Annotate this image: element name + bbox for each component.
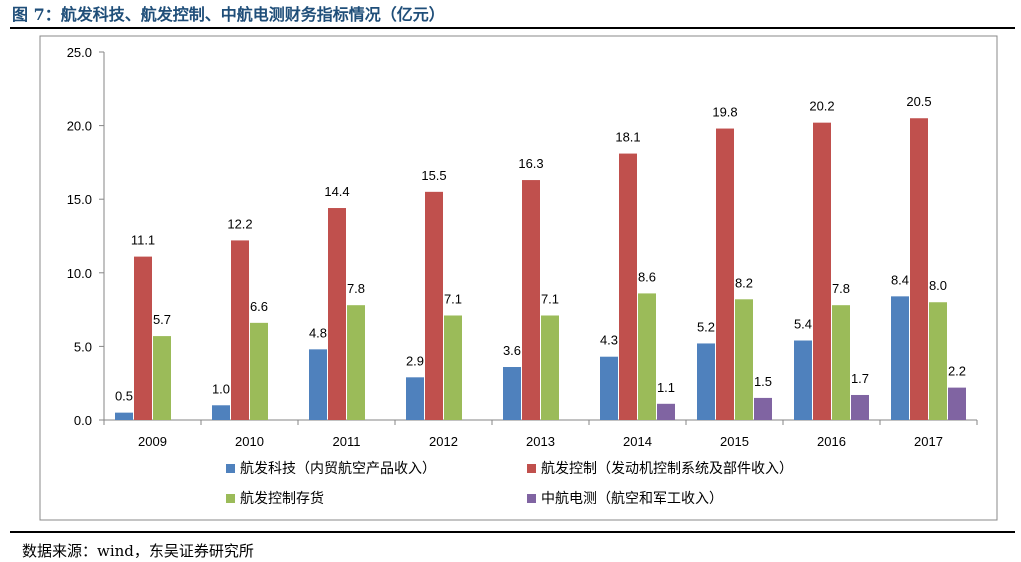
legend-swatch [226, 494, 235, 503]
bar [716, 128, 734, 420]
data-label: 2.9 [406, 353, 424, 368]
data-label: 4.8 [309, 325, 327, 340]
y-tick-label: 0.0 [74, 413, 92, 428]
y-tick-label: 5.0 [74, 339, 92, 354]
legend-label: 中航电测（航空和军工收入） [541, 490, 723, 506]
x-tick-label: 2017 [914, 434, 943, 449]
data-label: 16.3 [518, 156, 543, 171]
bar [503, 367, 521, 420]
data-label: 7.8 [347, 281, 365, 296]
source-note: 数据来源：wind，东吴证券研究所 [22, 542, 254, 560]
bar [929, 302, 947, 420]
y-tick-label: 10.0 [67, 266, 92, 281]
bar [754, 397, 772, 420]
x-tick-label: 2014 [623, 434, 652, 449]
data-label: 7.1 [541, 291, 559, 306]
bar [425, 191, 443, 420]
x-tick-label: 2009 [138, 434, 167, 449]
data-label: 5.4 [794, 317, 812, 332]
data-label: 8.0 [929, 278, 947, 293]
bar [212, 405, 230, 420]
data-label: 18.1 [615, 130, 640, 145]
y-tick-label: 20.0 [67, 119, 92, 134]
y-axis: 0.0 5.0 10.0 15.0 20.0 25.0 [67, 45, 105, 428]
source-rule [10, 531, 1015, 533]
bar [522, 180, 540, 420]
data-label: 11.1 [131, 233, 155, 248]
data-label: 5.2 [697, 319, 715, 334]
chart-border [39, 35, 998, 521]
y-tick-label: 15.0 [67, 192, 92, 207]
bar [619, 153, 637, 420]
data-label: 12.2 [227, 216, 252, 231]
bar [891, 296, 909, 420]
bar [153, 336, 171, 420]
data-label: 7.8 [832, 281, 850, 296]
bar [115, 412, 133, 420]
x-tick-label: 2010 [235, 434, 264, 449]
bar [794, 340, 812, 420]
data-label: 14.4 [324, 184, 349, 199]
x-tick-label: 2013 [526, 434, 555, 449]
bar [231, 240, 249, 420]
bar [851, 394, 869, 420]
bar [697, 343, 715, 420]
x-tick-label: 2015 [720, 434, 749, 449]
data-label: 8.2 [735, 275, 753, 290]
bar [832, 305, 850, 420]
legend-label: 航发控制存货 [240, 490, 324, 506]
data-label: 6.6 [250, 299, 268, 314]
title-rule [10, 27, 1015, 29]
data-label: 8.6 [638, 269, 656, 284]
bar [600, 356, 618, 420]
legend-label: 航发控制（发动机控制系统及部件收入） [541, 460, 793, 476]
bar [910, 118, 928, 421]
data-label: 0.5 [115, 389, 133, 404]
y-tick-label: 25.0 [67, 45, 92, 60]
bar [735, 299, 753, 420]
data-label: 3.6 [503, 343, 521, 358]
bar [948, 387, 966, 420]
data-label: 20.2 [809, 99, 834, 114]
data-label: 15.5 [421, 168, 446, 183]
data-labels: 0.5 11.1 5.7 1.0 12.2 6.6 4.8 14.4 7.8 2.9 15.5 7.1… [115, 94, 966, 403]
x-tick-label: 2016 [817, 434, 846, 449]
data-label: 7.1 [444, 291, 462, 306]
bar [813, 122, 831, 420]
data-label: 1.0 [212, 381, 230, 396]
bar [638, 293, 656, 420]
data-label: 1.7 [851, 371, 869, 386]
legend-swatch [527, 494, 536, 503]
bar-chart: 0.05.010.015.020.025.0 2009 2010 2011 2012 2… [39, 35, 998, 521]
data-label: 19.8 [712, 105, 737, 120]
legend-swatch [226, 464, 235, 473]
x-axis: 2009 2010 2011 2012 2013 2014 2015 2016 2017 [103, 419, 978, 449]
bar [347, 305, 365, 420]
data-label: 8.4 [891, 272, 909, 287]
data-label: 5.7 [153, 312, 171, 327]
legend-label: 航发科技（内贸航空产品收入） [240, 460, 436, 476]
bar [250, 322, 268, 420]
bar [309, 349, 327, 420]
figure-title: 图 7：航发科技、航发控制、中航电测财务指标情况（亿元） [12, 5, 445, 24]
data-label: 1.5 [754, 374, 772, 389]
bar [657, 403, 675, 420]
data-label: 4.3 [600, 333, 618, 348]
bars [115, 118, 966, 421]
x-tick-label: 2011 [333, 434, 361, 449]
bar [444, 315, 462, 420]
bar [328, 208, 346, 420]
x-tick-label: 2012 [429, 434, 458, 449]
data-label: 20.5 [906, 94, 931, 109]
bar [406, 377, 424, 420]
legend-swatch [527, 464, 536, 473]
data-label: 1.1 [657, 380, 675, 395]
bar [134, 256, 152, 420]
bar [541, 315, 559, 420]
data-label: 2.2 [948, 364, 966, 379]
legend: 航发科技（内贸航空产品收入） 航发控制（发动机控制系统及部件收入） 航发控制存货 中航… [226, 460, 793, 506]
